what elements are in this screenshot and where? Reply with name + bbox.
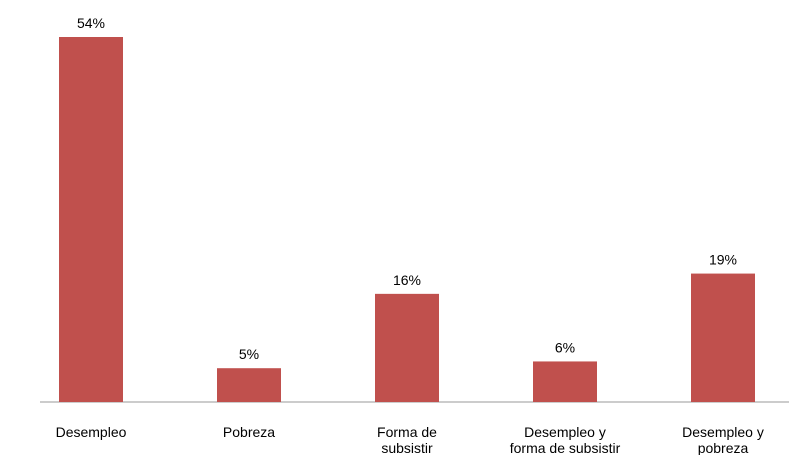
bar <box>691 273 755 402</box>
x-tick-label: Pobreza <box>223 424 275 440</box>
x-tick-label: Desempleo <box>56 424 127 440</box>
data-label: 5% <box>239 346 259 362</box>
x-tick-label: Forma de subsistir <box>377 424 437 455</box>
bar <box>59 37 123 402</box>
data-label: 16% <box>393 272 421 288</box>
data-label: 19% <box>709 252 737 268</box>
x-tick-label: Desempleo y forma de subsistir <box>510 424 621 455</box>
bar <box>533 361 597 402</box>
bar <box>217 368 281 402</box>
data-label: 6% <box>555 339 575 355</box>
data-label: 54% <box>77 15 105 31</box>
bar <box>375 293 439 402</box>
x-tick-label: Desempleo y pobreza <box>682 424 764 455</box>
